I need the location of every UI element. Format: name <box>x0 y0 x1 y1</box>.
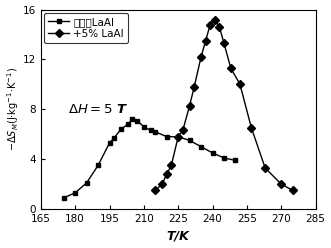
未添加LaAl <box>73 191 77 194</box>
+5% LaAl <box>153 189 157 192</box>
未添加LaAl <box>112 136 116 139</box>
+5% LaAl <box>213 18 217 21</box>
未添加LaAl <box>108 141 112 144</box>
+5% LaAl <box>279 183 283 186</box>
+5% LaAl <box>160 183 164 186</box>
+5% LaAl <box>291 189 295 192</box>
未添加LaAl <box>222 156 226 159</box>
未添加LaAl <box>135 119 139 122</box>
未添加LaAl <box>233 159 237 162</box>
未添加LaAl <box>165 135 169 138</box>
未添加LaAl <box>130 118 134 121</box>
+5% LaAl <box>250 126 254 129</box>
+5% LaAl <box>192 85 196 88</box>
未添加LaAl <box>119 128 123 131</box>
+5% LaAl <box>169 164 173 167</box>
Line: 未添加LaAl: 未添加LaAl <box>61 117 238 200</box>
+5% LaAl <box>263 166 267 169</box>
+5% LaAl <box>222 42 226 45</box>
未添加LaAl <box>188 139 192 142</box>
未添加LaAl <box>142 125 146 128</box>
X-axis label: T/K: T/K <box>167 229 190 243</box>
未添加LaAl <box>62 196 66 199</box>
+5% LaAl <box>181 129 185 132</box>
未添加LaAl <box>85 181 89 184</box>
+5% LaAl <box>208 23 212 26</box>
+5% LaAl <box>199 56 203 59</box>
未添加LaAl <box>211 152 214 155</box>
+5% LaAl <box>217 26 221 29</box>
+5% LaAl <box>165 173 169 176</box>
Y-axis label: $-\Delta S_M$(J·kg$^{-1}$·K$^{-1}$): $-\Delta S_M$(J·kg$^{-1}$·K$^{-1}$) <box>6 67 22 151</box>
+5% LaAl <box>176 135 180 138</box>
Legend: 未添加LaAl, +5% LaAl: 未添加LaAl, +5% LaAl <box>44 13 128 43</box>
+5% LaAl <box>204 39 208 42</box>
未添加LaAl <box>96 164 100 167</box>
未添加LaAl <box>153 130 157 133</box>
未添加LaAl <box>149 129 153 132</box>
+5% LaAl <box>188 104 192 107</box>
未添加LaAl <box>126 123 130 126</box>
未添加LaAl <box>199 145 203 148</box>
Line: +5% LaAl: +5% LaAl <box>153 17 295 193</box>
Text: $\Delta H=5$ T: $\Delta H=5$ T <box>68 103 128 116</box>
+5% LaAl <box>238 83 242 86</box>
+5% LaAl <box>229 67 233 70</box>
未添加LaAl <box>176 135 180 138</box>
